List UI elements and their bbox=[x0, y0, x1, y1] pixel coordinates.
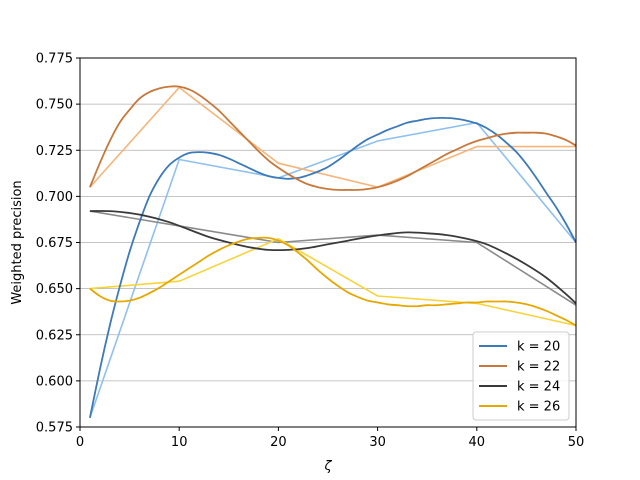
y-tick-label-0: 0.575 bbox=[36, 421, 73, 436]
smooth-line-series-2 bbox=[89, 210, 577, 305]
y-tick-label-2: 0.625 bbox=[36, 328, 73, 343]
raw-series-lines bbox=[89, 86, 577, 419]
raw-line-series-2 bbox=[89, 210, 577, 306]
x-tick-label-2: 20 bbox=[270, 435, 287, 450]
x-axis-label: ζ bbox=[323, 459, 332, 474]
x-tick-label-5: 50 bbox=[568, 435, 585, 450]
raw-line-series-3 bbox=[89, 237, 577, 327]
legend-label-2: k = 24 bbox=[517, 380, 560, 395]
legend-label-3: k = 26 bbox=[517, 400, 560, 415]
smooth-line-series-0 bbox=[89, 116, 577, 418]
y-tick-label-5: 0.700 bbox=[36, 190, 73, 205]
smooth-series-lines bbox=[89, 85, 577, 418]
legend-box bbox=[472, 331, 570, 421]
smooth-line-series-3 bbox=[89, 236, 577, 327]
x-tick-label-4: 40 bbox=[469, 435, 486, 450]
y-tick-label-1: 0.600 bbox=[36, 374, 73, 389]
x-axis-ticks: 0 10 20 30 40 50 bbox=[76, 427, 584, 450]
y-axis-ticks: 0.575 0.600 0.625 0.650 0.675 0.700 0.725 0.750… bbox=[36, 52, 80, 436]
y-tick-label-4: 0.675 bbox=[36, 236, 73, 251]
legend-label-1: k = 22 bbox=[517, 360, 560, 375]
raw-line-series-0 bbox=[89, 121, 577, 419]
legend: k = 20 k = 22 k = 24 k = 26 bbox=[472, 331, 570, 421]
x-tick-label-0: 0 bbox=[76, 435, 84, 450]
y-tick-label-3: 0.650 bbox=[36, 282, 73, 297]
x-tick-label-3: 30 bbox=[369, 435, 386, 450]
y-tick-label-7: 0.750 bbox=[36, 98, 73, 113]
y-axis-label: Weighted precision bbox=[10, 180, 25, 304]
y-tick-label-6: 0.725 bbox=[36, 144, 73, 159]
raw-line-series-1 bbox=[89, 86, 576, 189]
y-tick-label-8: 0.775 bbox=[36, 52, 73, 67]
x-tick-label-1: 10 bbox=[171, 435, 188, 450]
legend-label-0: k = 20 bbox=[517, 340, 560, 355]
smooth-line-series-1 bbox=[89, 85, 577, 191]
